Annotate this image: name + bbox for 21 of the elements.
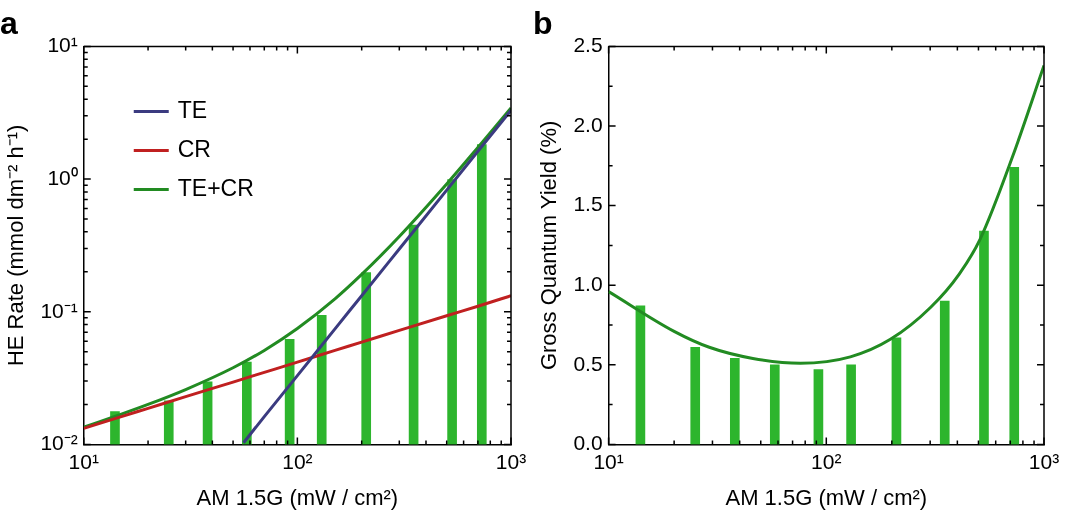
x-tick-label: 10³	[1028, 449, 1060, 473]
legend-label: CR	[177, 135, 211, 162]
y-axis-title: HE Rate (mmol dm⁻² h⁻¹)	[3, 124, 29, 367]
y-tick-label: 10⁻¹	[40, 298, 78, 322]
legend-label: TE+CR	[177, 174, 254, 201]
legend-label: TE	[177, 96, 208, 123]
x-tick-label: 10²	[811, 449, 842, 473]
chart-title: b	[533, 5, 553, 42]
x-axis-title: AM 1.5G (mW / cm²)	[725, 484, 928, 510]
y-tick-label: 2.0	[573, 112, 603, 136]
y-tick-label: 10⁰	[47, 165, 78, 189]
chart-title: a	[0, 5, 18, 42]
x-tick-label: 10³	[495, 449, 527, 473]
y-tick-label: 1.0	[573, 272, 603, 295]
y-tick-label: 0.5	[573, 351, 603, 375]
y-tick-label: 1.5	[573, 192, 603, 216]
x-axis-title: AM 1.5G (mW / cm²)	[196, 484, 399, 510]
y-axis-title: Gross Quantum Yield (%)	[536, 120, 562, 371]
y-tick-label: 10¹	[47, 33, 78, 57]
x-tick-label: 10²	[282, 449, 313, 473]
y-tick-label: 2.5	[573, 33, 603, 57]
